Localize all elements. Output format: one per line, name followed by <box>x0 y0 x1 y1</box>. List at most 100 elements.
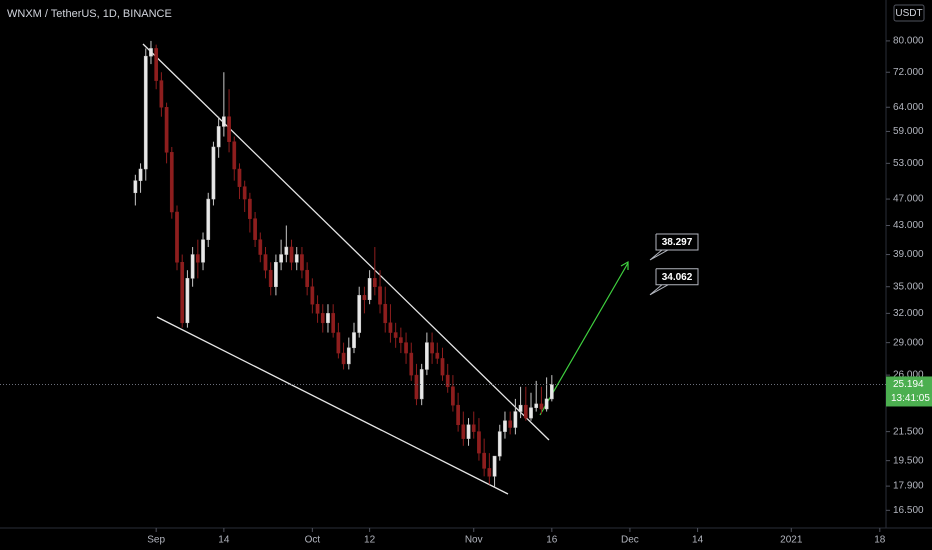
candle-body <box>352 332 356 349</box>
candle-body <box>404 342 408 354</box>
y-tick-label: 47.000 <box>893 194 924 205</box>
candle-body <box>451 386 455 406</box>
candle-body <box>539 403 544 410</box>
candle-body <box>175 211 179 263</box>
candle-body <box>201 239 205 263</box>
y-tick-label: 21.500 <box>893 426 924 437</box>
candle-body <box>435 352 440 359</box>
candle-body <box>331 313 336 333</box>
candle-body <box>248 198 252 219</box>
candle-body <box>310 286 315 305</box>
candle-body <box>154 48 159 81</box>
y-tick-label: 29.000 <box>893 337 924 348</box>
x-tick-label: 2021 <box>780 535 803 546</box>
candle-body <box>492 455 497 477</box>
candle-body <box>232 141 237 170</box>
candle-body <box>430 342 434 354</box>
candle-body <box>534 403 539 408</box>
candle-body <box>414 374 419 400</box>
candle-body <box>503 420 507 432</box>
callout-box <box>649 268 699 296</box>
candle-body <box>149 48 153 57</box>
candle-body <box>393 332 398 338</box>
x-tick-label: 12 <box>364 535 376 546</box>
last-price-label: 25.194 <box>893 379 924 390</box>
x-tick-label: Oct <box>305 535 321 546</box>
candle-body <box>190 254 195 279</box>
candle-body <box>482 452 486 469</box>
candle-body <box>372 278 377 287</box>
candle-body <box>284 246 289 255</box>
x-tick-label: 16 <box>546 535 558 546</box>
candle-body <box>294 254 299 263</box>
candle-body <box>263 254 268 271</box>
candle-body <box>544 398 549 410</box>
x-tick-label: 14 <box>218 535 230 546</box>
projection-arrow-head <box>620 260 629 270</box>
candle-body <box>227 116 231 142</box>
y-tick-label: 32.000 <box>893 308 924 319</box>
currency-box[interactable] <box>893 4 925 22</box>
candle-body <box>399 337 403 343</box>
candle-body <box>445 374 450 388</box>
candle-body <box>133 180 138 194</box>
candle-body <box>237 168 242 187</box>
candle-body <box>274 262 278 287</box>
candle-body <box>185 278 190 324</box>
candle-body <box>253 218 257 240</box>
candle-body <box>497 431 502 457</box>
x-tick-label: Sep <box>147 535 165 546</box>
candle-body <box>461 424 466 439</box>
candle-body <box>164 107 169 153</box>
candle-body <box>242 186 247 200</box>
candle-body <box>326 313 330 324</box>
y-tick-label: 17.900 <box>893 481 924 492</box>
candle-body <box>206 198 211 240</box>
candle-body <box>388 322 393 333</box>
candle-body <box>169 152 174 213</box>
y-tick-label: 64.000 <box>893 102 924 113</box>
y-tick-label: 39.000 <box>893 249 924 260</box>
projection-arrow <box>539 262 629 416</box>
candle-body <box>195 254 200 263</box>
candle-body <box>383 303 388 324</box>
x-tick-label: 14 <box>692 535 704 546</box>
candle-body <box>362 295 367 300</box>
candle-body <box>279 254 283 263</box>
trend-line-lower <box>156 316 509 495</box>
callout-label: 38.297 <box>662 237 693 248</box>
candle-body <box>305 269 309 287</box>
candle-body <box>341 352 346 365</box>
candle-body <box>409 352 414 376</box>
candle-body <box>523 404 528 419</box>
callout-label: 34.062 <box>662 272 693 283</box>
y-tick-label: 72.000 <box>893 67 924 78</box>
candle-body <box>508 420 513 428</box>
candle-body <box>529 407 533 419</box>
countdown: 13:41:05 <box>891 393 930 404</box>
candle-body <box>346 347 351 365</box>
candle-body <box>143 55 148 170</box>
candle-body <box>440 358 445 376</box>
candle-body <box>477 431 481 454</box>
candle-body <box>518 404 523 412</box>
candle-body <box>549 384 554 400</box>
y-tick-label: 16.500 <box>893 505 924 516</box>
x-tick-label: 18 <box>874 535 886 546</box>
candle-body <box>180 262 185 324</box>
candle-body <box>466 424 471 439</box>
candle-body <box>315 303 320 314</box>
candle-body <box>513 411 518 428</box>
candle-body <box>289 246 294 263</box>
callout-box <box>649 233 699 261</box>
candle-body <box>456 404 460 426</box>
candle-body <box>336 332 341 354</box>
candle-body <box>258 239 263 255</box>
candle-body <box>222 116 226 127</box>
candle-body <box>357 295 362 333</box>
candle-body <box>211 146 216 200</box>
candle-body <box>367 278 372 300</box>
candle-body <box>320 313 325 324</box>
